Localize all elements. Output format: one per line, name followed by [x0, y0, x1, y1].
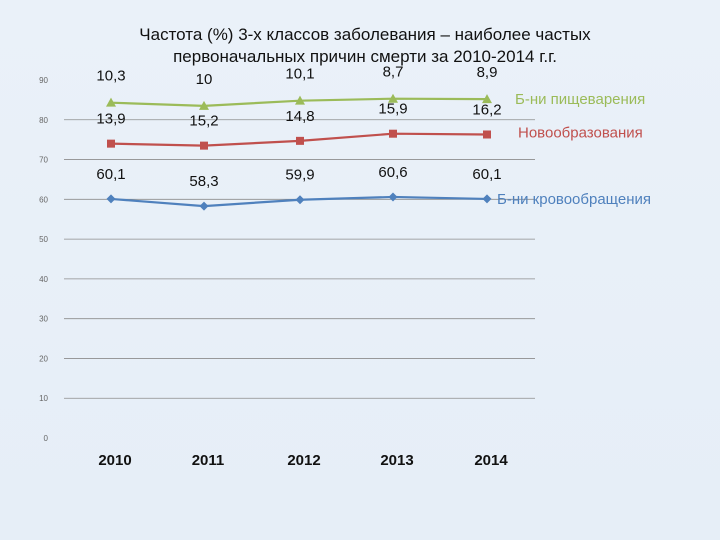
x-tick-label: 2012: [287, 452, 320, 469]
x-tick-label: 2011: [192, 452, 225, 469]
data-point: [199, 100, 209, 110]
data-label: 60,1: [96, 166, 125, 183]
data-point: [106, 194, 116, 204]
data-point: [483, 130, 491, 139]
y-tick-label: 10: [39, 394, 48, 403]
data-label: 14,8: [285, 108, 314, 125]
y-tick-label: 80: [39, 116, 48, 125]
data-label: 59,9: [285, 167, 314, 184]
y-tick-label: 0: [44, 434, 49, 443]
data-point: [200, 141, 208, 150]
data-point: [296, 136, 304, 145]
title-line-2: первоначальных причин смерти за 2010-201…: [173, 47, 557, 66]
chart-title: Частота (%) 3-х классов заболевания – на…: [70, 24, 660, 68]
y-tick-label: 40: [39, 275, 48, 284]
y-tick-label: 50: [39, 235, 48, 244]
data-point: [107, 139, 115, 148]
data-label: 8,9: [477, 64, 498, 81]
data-point: [295, 95, 305, 105]
series-name-label: Б-ни кровообращения: [497, 191, 651, 208]
data-label: 10,1: [285, 66, 314, 83]
data-label: 15,2: [189, 113, 218, 130]
data-label: 16,2: [472, 101, 501, 118]
series-name-label: Б-ни пищеварения: [515, 91, 645, 108]
data-label: 60,1: [472, 166, 501, 183]
data-point: [482, 94, 492, 104]
data-label: 15,9: [378, 101, 407, 118]
data-label: 10: [196, 71, 213, 88]
data-point: [106, 97, 116, 107]
data-point: [388, 192, 398, 202]
data-point: [199, 201, 209, 211]
data-point: [295, 195, 305, 205]
y-tick-label: 60: [39, 195, 48, 204]
data-label: 10,3: [96, 68, 125, 85]
data-label: 58,3: [189, 173, 218, 190]
title-line-1: Частота (%) 3-х классов заболевания – на…: [139, 25, 591, 44]
x-tick-label: 2010: [98, 452, 131, 469]
data-point: [389, 129, 397, 138]
data-label: 8,7: [383, 64, 404, 81]
y-tick-label: 70: [39, 156, 48, 165]
y-tick-label: 90: [39, 76, 48, 85]
data-label: 13,9: [96, 111, 125, 128]
x-tick-label: 2013: [380, 452, 413, 469]
data-point: [482, 194, 492, 204]
y-tick-label: 30: [39, 315, 48, 324]
y-tick-label: 20: [39, 354, 48, 363]
x-tick-label: 2014: [474, 452, 508, 469]
data-point: [388, 93, 398, 103]
data-label: 60,6: [378, 164, 407, 181]
series-name-label: Новообразования: [518, 124, 643, 141]
